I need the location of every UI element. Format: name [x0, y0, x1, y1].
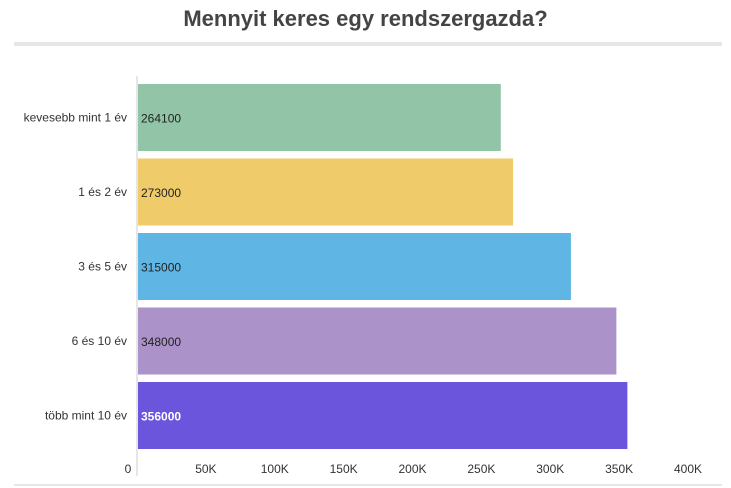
category-label-3: 6 és 10 év — [72, 334, 127, 348]
category-label-0: kevesebb mint 1 év — [24, 111, 127, 125]
x-tick-label-4: 200K — [398, 462, 426, 476]
bottom-divider — [14, 484, 722, 486]
x-tick-label-1: 50K — [195, 462, 216, 476]
value-label-4: 356000 — [141, 410, 181, 424]
bar-4[interactable] — [138, 382, 628, 449]
x-tick-label-8: 400K — [674, 462, 702, 476]
bars-group — [138, 84, 628, 449]
bar-2[interactable] — [138, 233, 571, 300]
x-tick-label-5: 250K — [467, 462, 495, 476]
bar-0[interactable] — [138, 84, 501, 151]
bar-1[interactable] — [138, 158, 514, 226]
category-labels: kevesebb mint 1 év 1 és 2 év 3 és 5 év 6 és… — [24, 111, 127, 423]
bar-3[interactable] — [138, 307, 617, 375]
title-divider — [14, 42, 722, 46]
x-axis-ticks: 0 50K 100K 150K 200K 250K 300K 350K 400K — [125, 462, 702, 476]
x-tick-label-0: 0 — [125, 462, 132, 476]
x-tick-label-7: 350K — [605, 462, 633, 476]
value-label-1: 273000 — [141, 186, 181, 200]
x-tick-label-3: 150K — [330, 462, 358, 476]
chart-title: Mennyit keres egy rendszergazda? — [183, 6, 548, 31]
value-labels: 264100 273000 315000 348000 356000 — [141, 112, 181, 424]
value-label-2: 315000 — [141, 261, 181, 275]
value-label-0: 264100 — [141, 112, 181, 126]
category-label-1: 1 és 2 év — [78, 185, 127, 199]
x-tick-label-6: 300K — [536, 462, 564, 476]
value-label-3: 348000 — [141, 335, 181, 349]
category-label-2: 3 és 5 év — [78, 260, 127, 274]
category-label-4: több mint 10 év — [45, 409, 127, 423]
x-tick-label-2: 100K — [261, 462, 289, 476]
